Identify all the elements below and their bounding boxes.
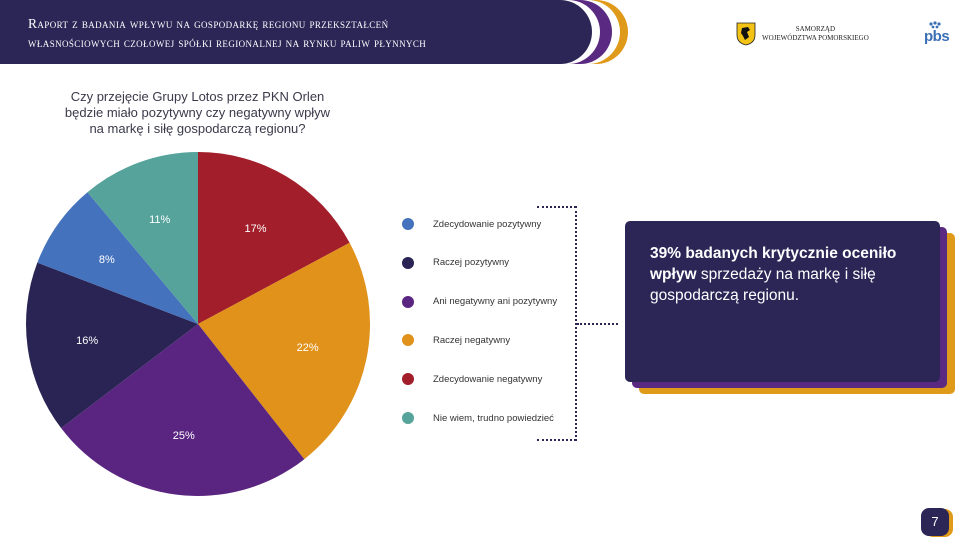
question-line1: Czy przejęcie Grupy Lotos przez PKN Orle… — [70, 89, 325, 104]
pie-slice-label-3: 25% — [173, 430, 195, 442]
question-line2: będzie miało pozytywny czy negatywny wpł… — [64, 105, 331, 120]
legend-swatch — [402, 256, 414, 269]
pie-slice-label-2: 22% — [297, 342, 319, 354]
legend-item: Zdecydowanie negatywny — [402, 373, 543, 386]
pie-slice-4 — [26, 262, 199, 429]
legend-swatch — [402, 218, 414, 230]
legend-label: Raczej negatywny — [433, 334, 511, 346]
pie-slice-label-1: 17% — [244, 223, 266, 235]
legend-item: Raczej negatywny — [402, 334, 511, 347]
report-title-line2: własnościowych czołowej spółki regionaln… — [28, 35, 427, 50]
legend-bracket-vertical — [575, 206, 577, 441]
question-line3: na markę i siłę gospodarczą regionu? — [89, 121, 306, 136]
pie-slice-1 — [198, 152, 350, 324]
callout-box: 39% badanych krytycznie oceniło wpływ sp… — [625, 221, 940, 382]
pbs-logo: pbs — [921, 19, 955, 47]
report-title: Raport z badania wpływu na gospodarkę re… — [28, 14, 588, 52]
page-number: 7 — [921, 508, 949, 536]
legend-item: Raczej pozytywny — [402, 256, 510, 269]
legend-label: Ani negatywny ani pozytywny — [433, 296, 558, 308]
legend-label: Zdecydowanie negatywny — [433, 373, 543, 385]
survey-question: Czy przejęcie Grupy Lotos przez PKN Orle… — [40, 89, 355, 137]
legend-item: Nie wiem, trudno powiedzieć — [402, 412, 554, 424]
pie-slice-label-4: 16% — [76, 335, 98, 347]
pbs-logo-icon — [921, 19, 955, 47]
griffin-crest-icon — [736, 22, 756, 46]
banner-background — [0, 0, 592, 64]
legend-label: Zdecydowanie pozytywny — [433, 218, 542, 230]
pie-chart: 17% 22% 25% 16% 8% 11% — [26, 152, 370, 496]
samorzad-line2: WOJEWÓDZTWA POMORSKIEGO — [762, 34, 869, 42]
legend-bracket-bottom — [537, 439, 576, 441]
callout-bold-text: 39% badanych krytycznie oceniło wpływ — [650, 245, 897, 283]
header-banner: Raport z badania wpływu na gospodarkę re… — [0, 0, 640, 64]
legend-label: Raczej pozytywny — [433, 257, 510, 269]
callout-rest-text: sprzedaży na markę i siłę gospodarczą re… — [650, 266, 876, 304]
legend-item: Ani negatywny ani pozytywny — [402, 295, 558, 308]
samorzad-logo: SAMORZĄD WOJEWÓDZTWA POMORSKIEGO — [736, 22, 869, 46]
pie-slice-6 — [87, 152, 198, 324]
pie-slice-3 — [61, 324, 305, 496]
legend-bracket-pointer — [577, 323, 618, 325]
legend-bracket-top — [537, 206, 576, 208]
legend-label: Nie wiem, trudno powiedzieć — [433, 412, 554, 424]
legend-swatch — [402, 412, 414, 424]
legend-swatch — [402, 334, 414, 347]
pie-slice-label-5: 8% — [99, 254, 115, 266]
pie-slice-label-6: 11% — [149, 214, 170, 226]
legend-item: Zdecydowanie pozytywny — [402, 218, 541, 230]
pie-slice-5 — [37, 192, 198, 324]
pie-slice-2 — [198, 242, 370, 460]
report-title-line1: Raport z badania wpływu na gospodarkę re… — [28, 16, 389, 31]
legend-swatch — [402, 373, 414, 386]
pbs-logo-text: pbs — [924, 28, 950, 45]
samorzad-line1: SAMORZĄD — [795, 25, 836, 33]
legend-swatch — [402, 295, 414, 308]
